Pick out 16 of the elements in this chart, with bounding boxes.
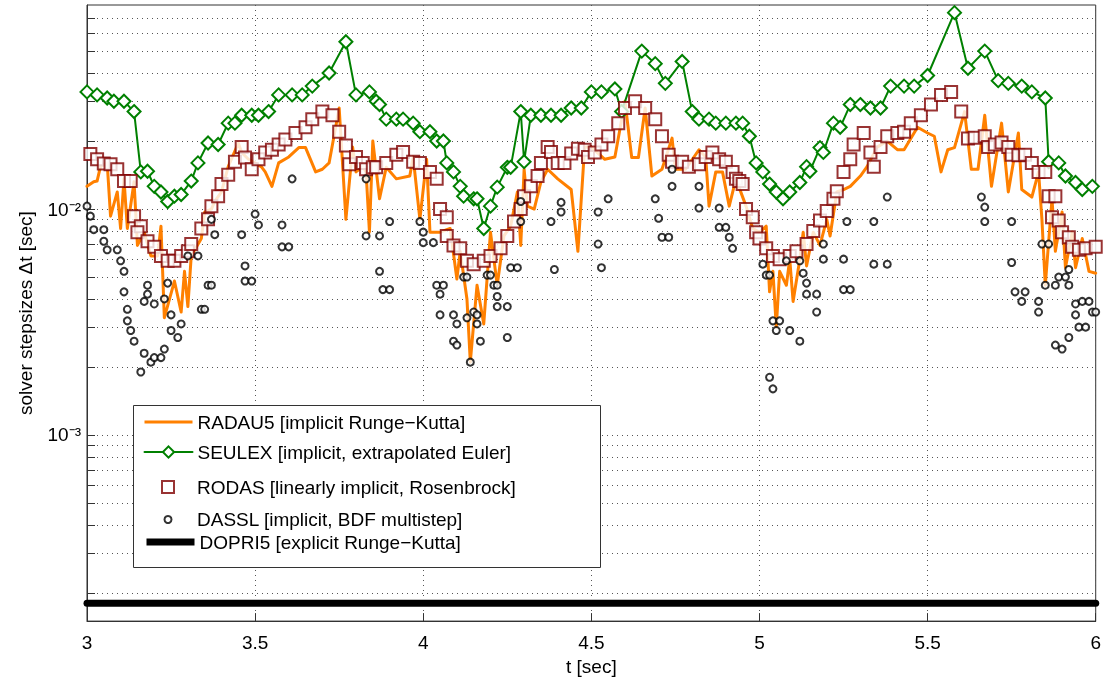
- x-tick-label: 3: [81, 632, 93, 654]
- x-tick-label: 4.5: [578, 632, 605, 654]
- x-tick-label: 5: [754, 632, 765, 654]
- legend-label: RADAU5 [implicit Runge−Kutta]: [197, 411, 466, 433]
- y-tick-label: 10⁻³: [47, 424, 81, 446]
- y-axis-title: solver stepsizes Δt [sec]: [15, 211, 36, 415]
- legend-label: DOPRI5 [explicit Runge−Kutta]: [199, 531, 461, 553]
- y-tick-label: 10⁻²: [47, 198, 81, 220]
- legend-label: RODAS [linearly implicit, Rosenbrock]: [197, 476, 516, 498]
- x-tick-label: 4: [417, 632, 429, 654]
- legend-label: DASSL [implicit, BDF multistep]: [197, 509, 463, 530]
- x-tick-label: 6: [1090, 632, 1102, 654]
- x-tick-label: 5.5: [914, 632, 941, 654]
- x-tick-label: 3.5: [241, 632, 269, 654]
- x-axis-title: t [sec]: [566, 656, 617, 677]
- legend-label: SEULEX [implicit, extrapolated Euler]: [197, 441, 512, 463]
